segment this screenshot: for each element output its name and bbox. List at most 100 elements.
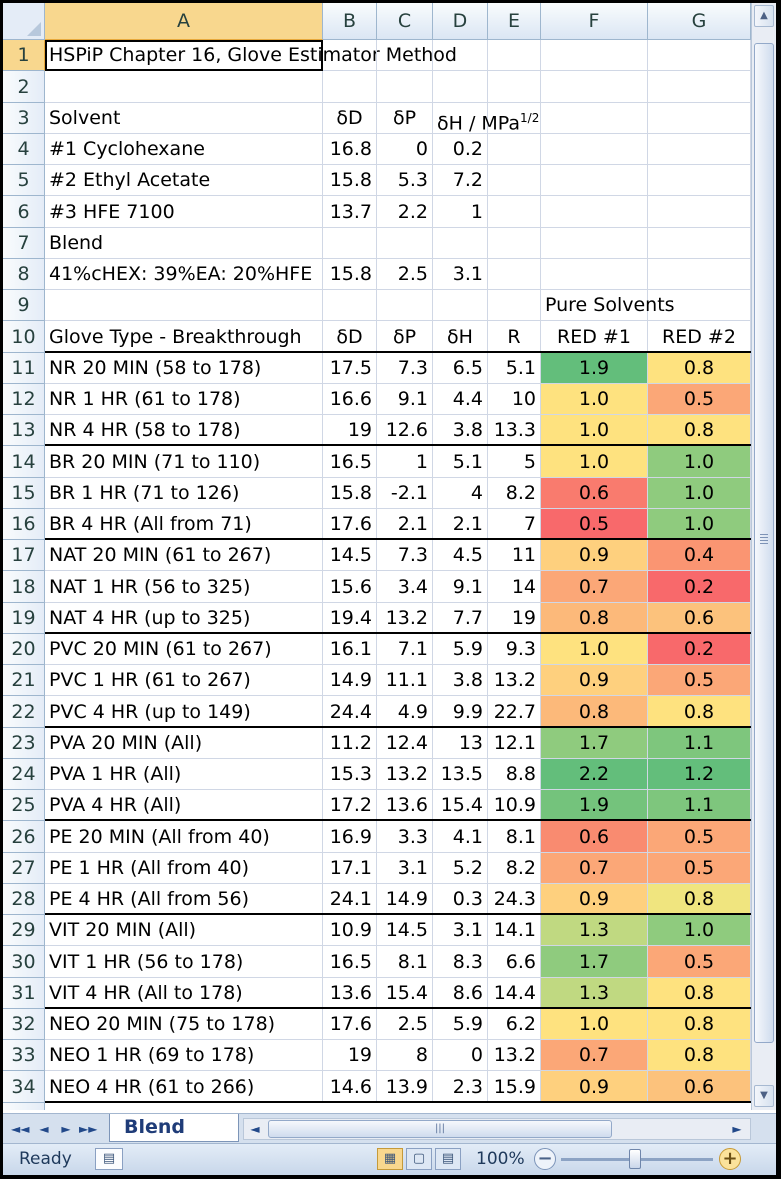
cell-e11[interactable]: 5.1	[488, 353, 541, 384]
cell-f18[interactable]: 0.7	[541, 571, 648, 603]
cell-g24[interactable]: 1.2	[648, 759, 751, 790]
cell-a33[interactable]: NEO 1 HR (69 to 178)	[45, 1040, 323, 1071]
cell-b21[interactable]: 14.9	[323, 665, 377, 696]
cell-c34[interactable]: 13.9	[377, 1071, 433, 1103]
row-header-27[interactable]: 27	[3, 853, 45, 884]
cell-e5[interactable]	[488, 165, 541, 196]
cell-g32[interactable]: 0.8	[648, 1009, 751, 1040]
cell-f1[interactable]	[541, 40, 648, 71]
cell-f4[interactable]	[541, 134, 648, 165]
cell-d22[interactable]: 9.9	[433, 696, 488, 728]
column-header-g[interactable]: G	[648, 3, 751, 40]
cell-e14[interactable]: 5	[488, 446, 541, 478]
cell-f30[interactable]: 1.7	[541, 946, 648, 978]
cell-e27[interactable]: 8.2	[488, 853, 541, 884]
cell-b18[interactable]: 15.6	[323, 571, 377, 603]
row-header-12[interactable]: 12	[3, 384, 45, 415]
row-header-33[interactable]: 33	[3, 1040, 45, 1071]
cell-c15[interactable]: -2.1	[377, 478, 433, 509]
cell-d21[interactable]: 3.8	[433, 665, 488, 696]
vertical-scrollbar[interactable]: ▲ ▼	[751, 3, 776, 1110]
sheet-tab-blend-example[interactable]: Blend Exam	[109, 1114, 239, 1142]
zoom-slider-thumb[interactable]	[629, 1149, 641, 1169]
cell-d28[interactable]: 0.3	[433, 884, 488, 915]
row-header-2[interactable]: 2	[3, 71, 45, 103]
row-header-7[interactable]: 7	[3, 228, 45, 259]
cell-e32[interactable]: 6.2	[488, 1009, 541, 1040]
cell-e2[interactable]	[488, 71, 541, 103]
cell-d18[interactable]: 9.1	[433, 571, 488, 603]
cell-f10[interactable]: RED #1	[541, 321, 648, 353]
cell-a12[interactable]: NR 1 HR (61 to 178)	[45, 384, 323, 415]
page-layout-view-icon[interactable]: ▢	[406, 1148, 432, 1170]
cell-d30[interactable]: 8.3	[433, 946, 488, 978]
cell-e9[interactable]	[488, 290, 541, 321]
cell-e26[interactable]: 8.1	[488, 821, 541, 853]
row-header-34[interactable]: 34	[3, 1071, 45, 1103]
cell-c23[interactable]: 12.4	[377, 728, 433, 759]
cell-b17[interactable]: 14.5	[323, 540, 377, 571]
cell-b4[interactable]: 16.8	[323, 134, 377, 165]
horizontal-scrollbar[interactable]: ◄ ||| ►	[243, 1118, 751, 1140]
cell-d3[interactable]: δH / MPa1/2	[433, 103, 539, 134]
cell-b8[interactable]: 15.8	[323, 259, 377, 290]
cell-f12[interactable]: 1.0	[541, 384, 648, 415]
cell-d34[interactable]: 2.3	[433, 1071, 488, 1103]
cell-f21[interactable]: 0.9	[541, 665, 648, 696]
cell-f6[interactable]	[541, 196, 648, 228]
cell-e23[interactable]: 12.1	[488, 728, 541, 759]
row-header-19[interactable]: 19	[3, 603, 45, 634]
cell-b34[interactable]: 14.6	[323, 1071, 377, 1103]
cell-e18[interactable]: 14	[488, 571, 541, 603]
cell-a6[interactable]: #3 HFE 7100	[45, 196, 323, 228]
cell-a3[interactable]: Solvent	[45, 103, 323, 134]
row-header-4[interactable]: 4	[3, 134, 45, 165]
cell-c16[interactable]: 2.1	[377, 509, 433, 540]
cell-a1[interactable]: HSPiP Chapter 16, Glove Estimator Method	[45, 40, 457, 71]
row-header-10[interactable]: 10	[3, 321, 45, 353]
first-sheet-icon[interactable]: ◄◄	[11, 1122, 30, 1136]
cell-a19[interactable]: NAT 4 HR (up to 325)	[45, 603, 323, 634]
column-header-d[interactable]: D	[433, 3, 488, 40]
row-header-31[interactable]: 31	[3, 978, 45, 1009]
cell-g25[interactable]: 1.1	[648, 790, 751, 821]
cell-c12[interactable]: 9.1	[377, 384, 433, 415]
cell-a18[interactable]: NAT 1 HR (56 to 325)	[45, 571, 323, 603]
cell-g10[interactable]: RED #2	[648, 321, 751, 353]
cell-e17[interactable]: 11	[488, 540, 541, 571]
cell-e16[interactable]: 7	[488, 509, 541, 540]
cell-c2[interactable]	[377, 71, 433, 103]
cell-b19[interactable]: 19.4	[323, 603, 377, 634]
row-header-23[interactable]: 23	[3, 728, 45, 759]
cell-e15[interactable]: 8.2	[488, 478, 541, 509]
cell-g19[interactable]: 0.6	[648, 603, 751, 634]
cell-a21[interactable]: PVC 1 HR (61 to 267)	[45, 665, 323, 696]
cell-e19[interactable]: 19	[488, 603, 541, 634]
cell-d5[interactable]: 7.2	[433, 165, 488, 196]
scroll-right-arrow-icon[interactable]: ►	[732, 1122, 742, 1136]
cell-b25[interactable]: 17.2	[323, 790, 377, 821]
cell-c32[interactable]: 2.5	[377, 1009, 433, 1040]
cell-d25[interactable]: 15.4	[433, 790, 488, 821]
cell-a10[interactable]: Glove Type - Breakthrough	[45, 321, 323, 353]
scroll-down-arrow-icon[interactable]: ▼	[754, 1085, 774, 1107]
cell-d29[interactable]: 3.1	[433, 915, 488, 946]
cell-g21[interactable]: 0.5	[648, 665, 751, 696]
cell-f14[interactable]: 1.0	[541, 446, 648, 478]
macro-record-icon[interactable]: ▤	[95, 1148, 123, 1170]
cell-a29[interactable]: VIT 20 MIN (All)	[45, 915, 323, 946]
cell-g1[interactable]	[648, 40, 751, 71]
cell-g26[interactable]: 0.5	[648, 821, 751, 853]
cell-a32[interactable]: NEO 20 MIN (75 to 178)	[45, 1009, 323, 1040]
cell-a22[interactable]: PVC 4 HR (up to 149)	[45, 696, 323, 728]
cell-d14[interactable]: 5.1	[433, 446, 488, 478]
cell-d32[interactable]: 5.9	[433, 1009, 488, 1040]
cell-g3[interactable]	[648, 103, 751, 134]
cell-c5[interactable]: 5.3	[377, 165, 433, 196]
cell-b13[interactable]: 19	[323, 415, 377, 446]
cell-g16[interactable]: 1.0	[648, 509, 751, 540]
cell-a27[interactable]: PE 1 HR (All from 40)	[45, 853, 323, 884]
cell-e33[interactable]: 13.2	[488, 1040, 541, 1071]
cell-a14[interactable]: BR 20 MIN (71 to 110)	[45, 446, 323, 478]
row-header-partial[interactable]	[3, 1103, 45, 1110]
